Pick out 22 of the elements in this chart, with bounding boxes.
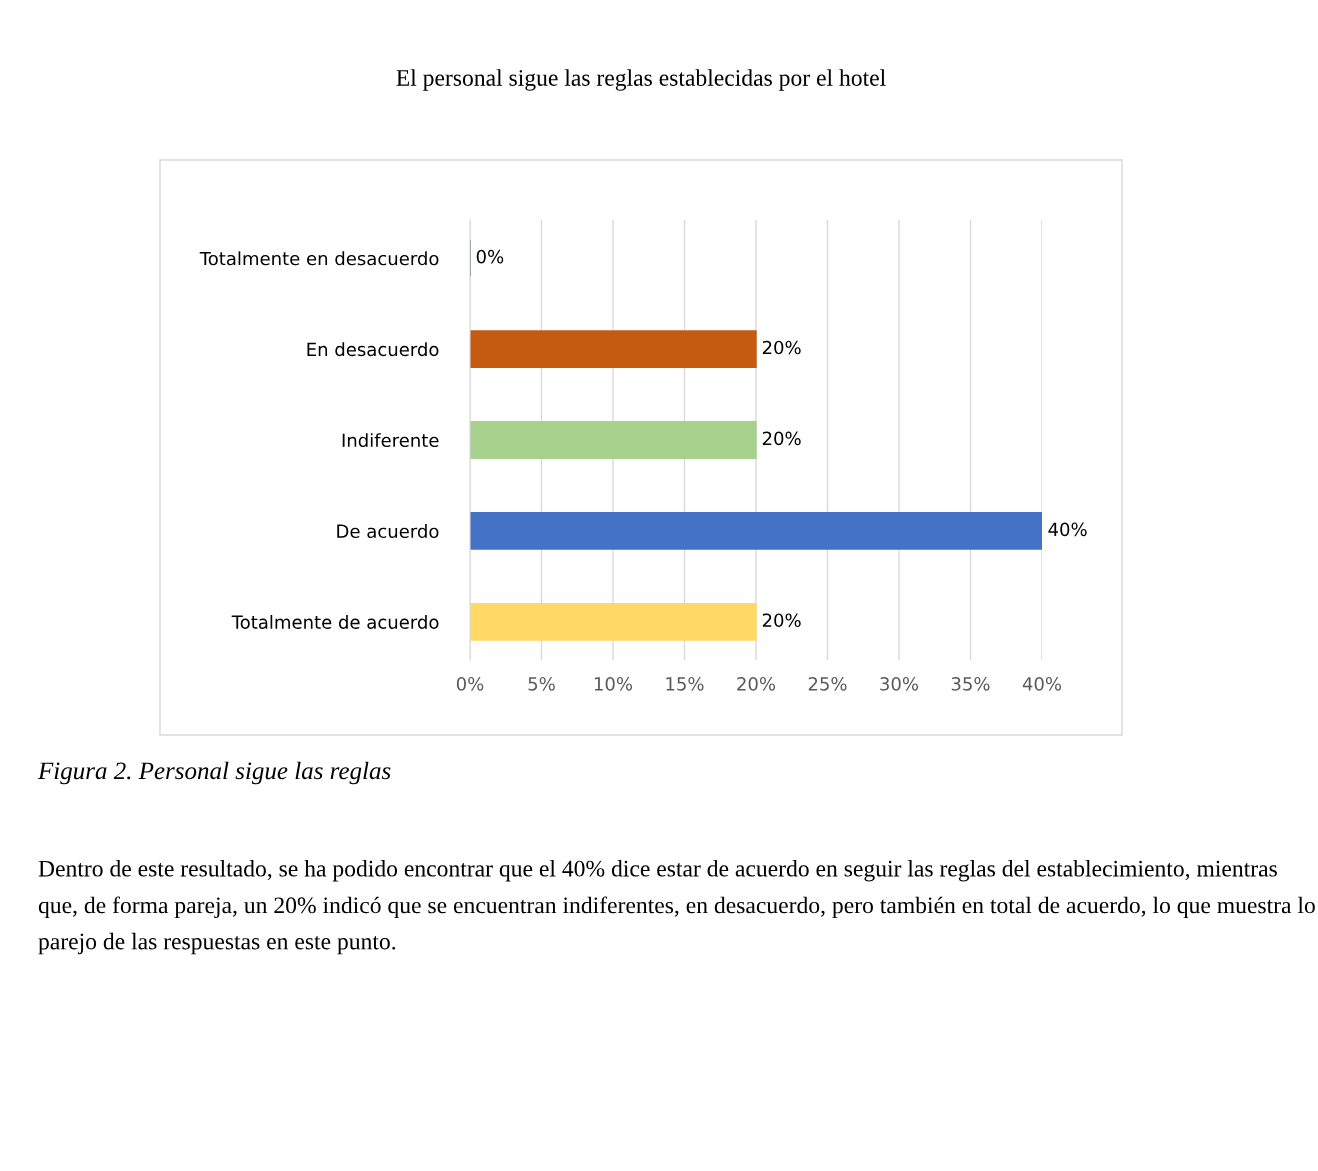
y-tick-label: En desacuerdo bbox=[307, 342, 439, 357]
y-tick-label: Indiferente bbox=[342, 433, 439, 448]
data-label: 20% bbox=[762, 431, 801, 446]
x-tick-label: 0% bbox=[456, 676, 484, 691]
x-tick-label: 10% bbox=[594, 676, 633, 691]
x-tick-label: 15% bbox=[666, 676, 704, 691]
x-tick-label: 20% bbox=[737, 676, 776, 691]
x-tick-label: 25% bbox=[808, 676, 847, 691]
data-label: 0% bbox=[476, 249, 504, 264]
y-tick-label: Totalmente en desacuerdo bbox=[199, 251, 439, 266]
y-tick-label: Totalmente de acuerdo bbox=[231, 614, 439, 629]
y-tick-label: De acuerdo bbox=[337, 524, 439, 539]
chart-title: El personal sigue las reglas establecidas por el hotel bbox=[396, 69, 886, 91]
data-label: 20% bbox=[762, 340, 801, 355]
data-label: 20% bbox=[762, 613, 801, 628]
data-label: 40% bbox=[1048, 522, 1087, 537]
x-tick-label: 35% bbox=[951, 676, 990, 691]
text: Dentro de este resultado, se ha podido encontrar que el 40% dice estar de acuerdo en seguir las reglas del establecimiento, mientras que, de forma pareja, un 20% indicó que se encuentran indiferentes, en desacuerdo, pero también en total de acuerdo, lo que muestra lo parejo de las respuestas en este punto. bbox=[38, 860, 1315, 955]
x-tick-label: 40% bbox=[1022, 676, 1062, 691]
x-tick-label: 30% bbox=[880, 676, 919, 691]
text: Figura 2. Personal sigue las reglas bbox=[37, 761, 391, 785]
x-tick-label: 5% bbox=[528, 676, 555, 691]
